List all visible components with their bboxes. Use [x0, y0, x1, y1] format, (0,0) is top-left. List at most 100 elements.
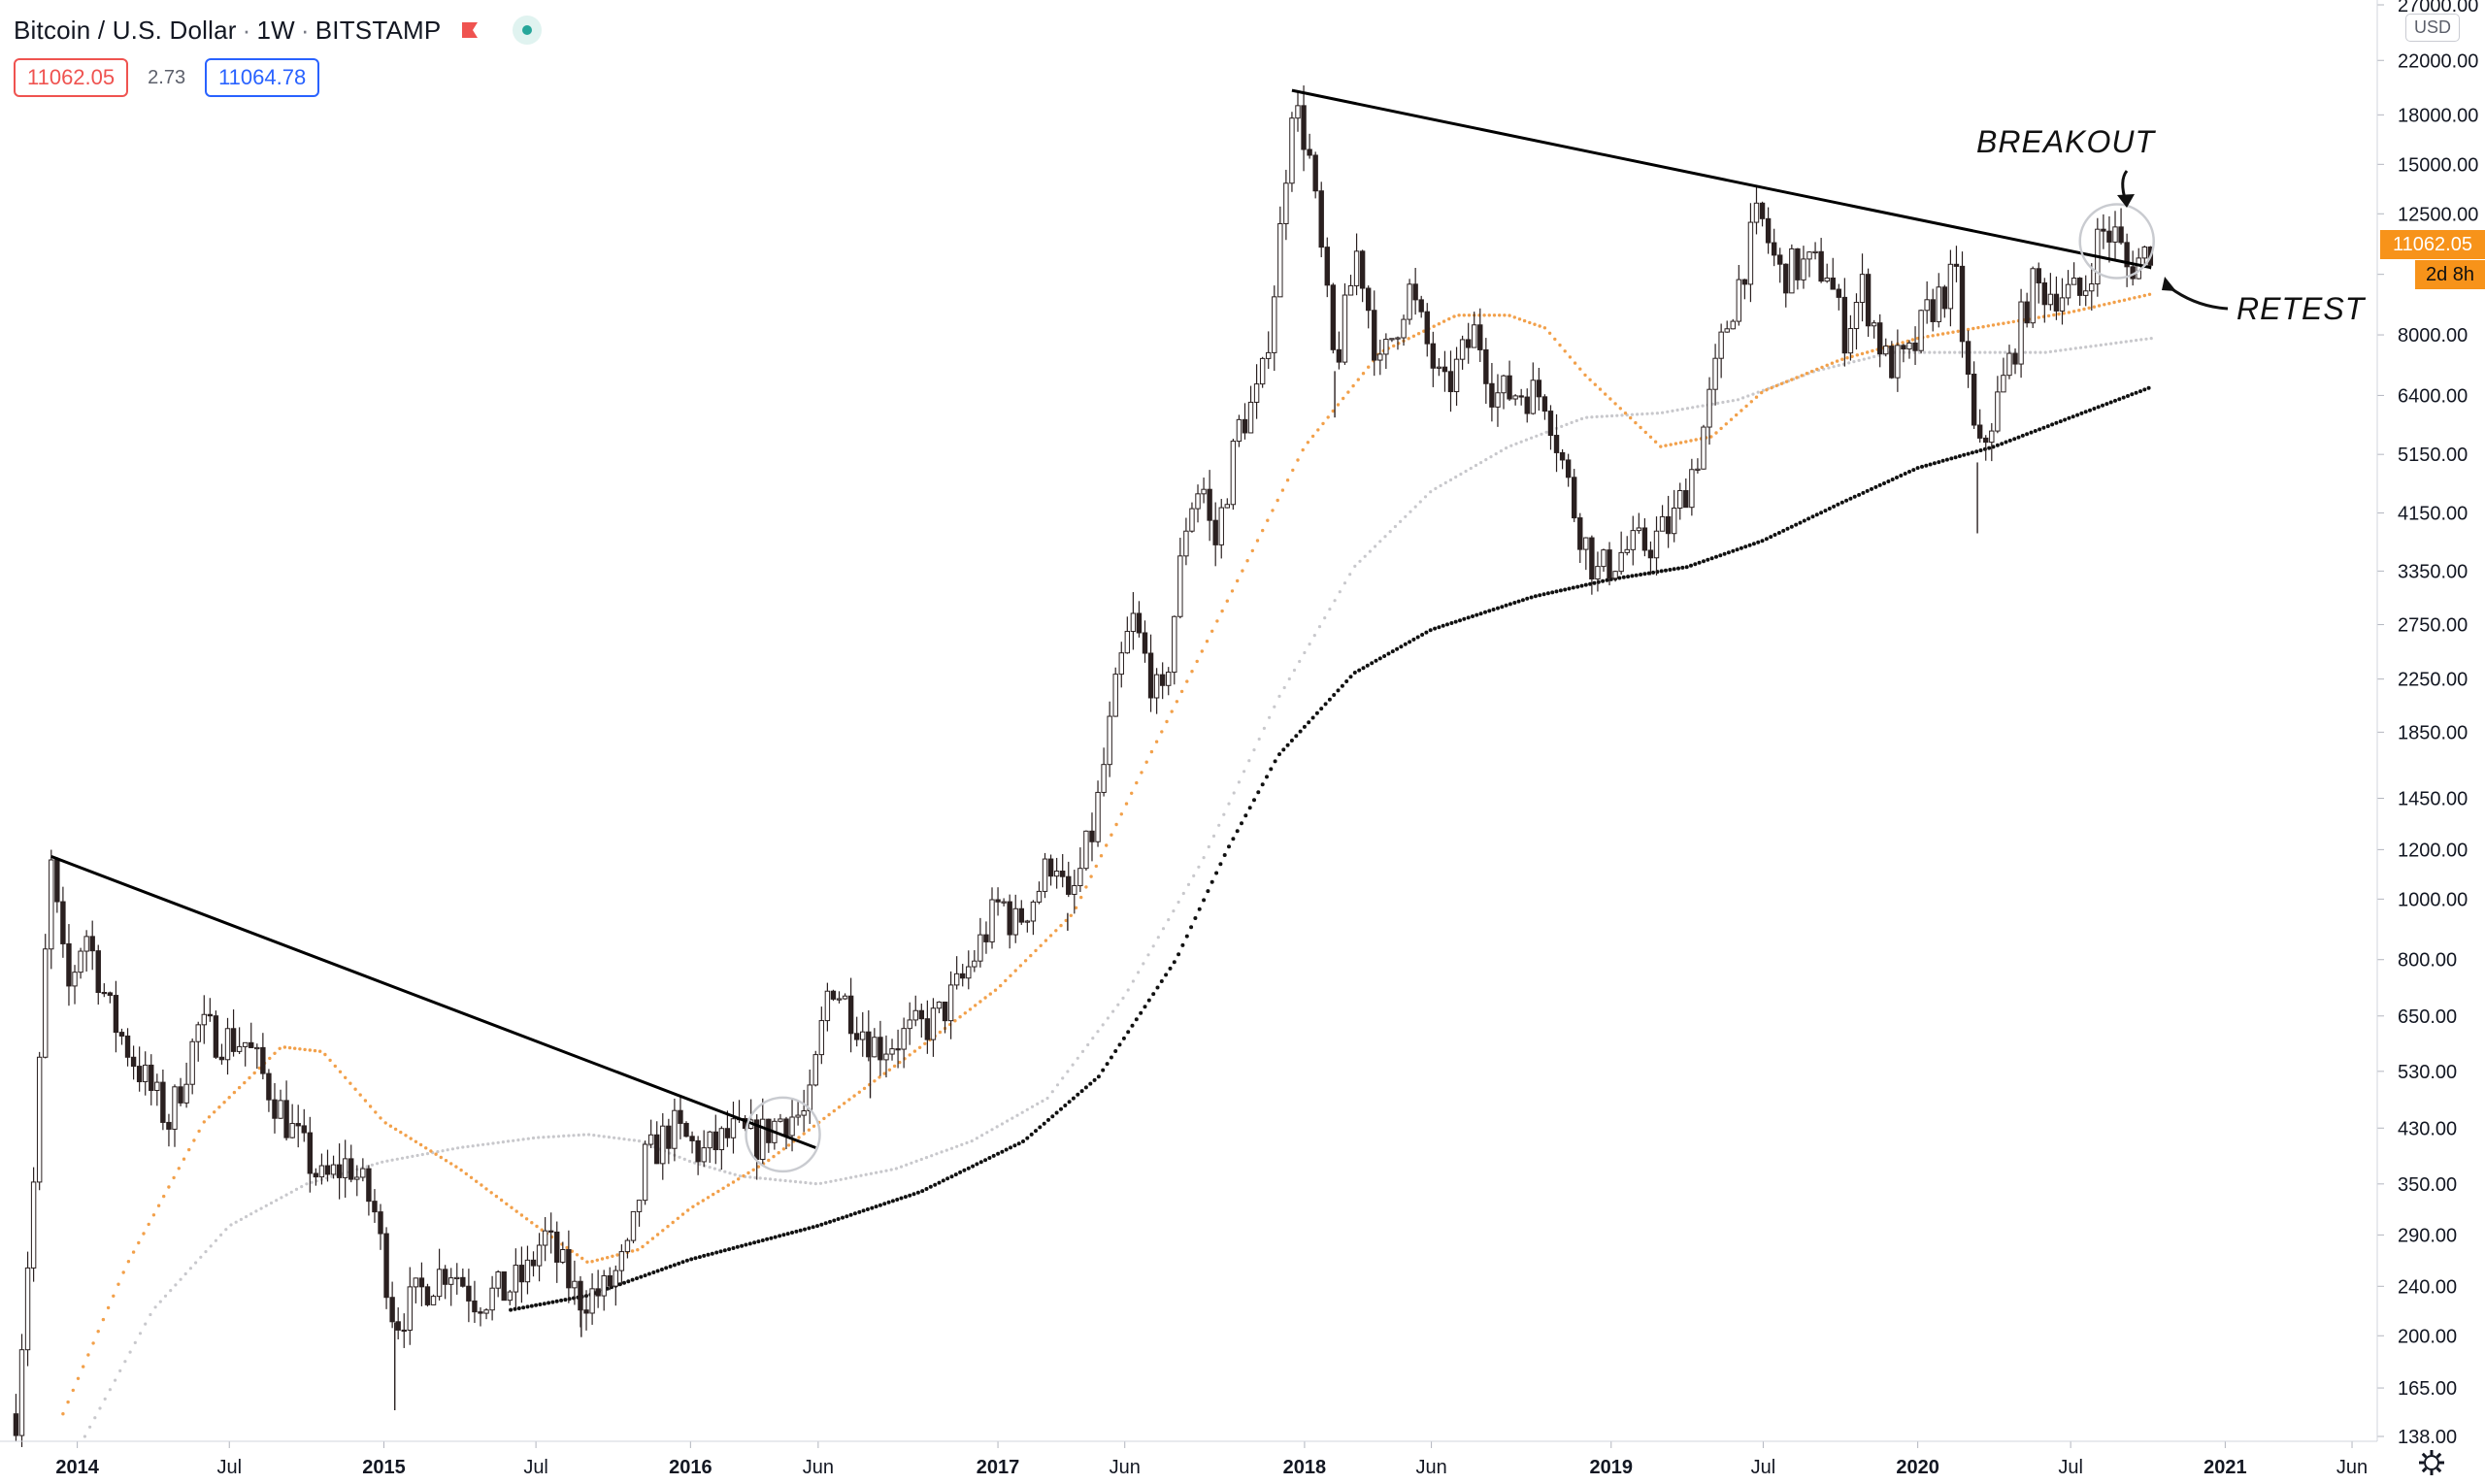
flag-icon[interactable]: [460, 20, 480, 40]
ma-black-series-dot: [937, 1180, 942, 1185]
candle: [478, 1306, 483, 1327]
highlight-circle[interactable]: [2078, 203, 2155, 280]
ma-black-series-dot: [828, 1219, 832, 1224]
ma-orange-series-dot: [2128, 297, 2132, 301]
trendline[interactable]: [50, 855, 816, 1149]
candle: [936, 1001, 943, 1013]
ma-gray-series-dot: [1176, 900, 1180, 905]
ma-orange-series-dot: [1553, 337, 1557, 342]
ma-black-series-dot: [1646, 571, 1651, 576]
ma-black-series-dot: [908, 1193, 912, 1198]
ma-gray-series-dot: [254, 1209, 258, 1213]
candle: [1412, 268, 1418, 315]
ma-black-series-dot: [1794, 522, 1799, 527]
ma-gray-series-dot: [284, 1193, 288, 1197]
ma-gray-series-dot: [854, 1174, 858, 1178]
ma-black-series-dot: [2033, 429, 2038, 433]
ma-black-series-dot: [617, 1282, 622, 1287]
ma-black-series-dot: [651, 1270, 656, 1274]
ma-gray-series-dot: [1514, 442, 1518, 445]
ma-gray-series-dot: [894, 1167, 899, 1171]
sell-price-button[interactable]: 11062.05: [14, 58, 129, 97]
ma-gray-series-dot: [864, 1172, 868, 1176]
symbol-title[interactable]: Bitcoin / U.S. Dollar: [14, 15, 237, 45]
ma-gray-series-dot: [2124, 340, 2128, 344]
candle: [1030, 900, 1037, 936]
currency-button[interactable]: USD: [2405, 14, 2461, 42]
ma-orange-series-dot: [252, 1071, 256, 1075]
candle: [1865, 268, 1872, 338]
ma-black-series-dot: [718, 1249, 723, 1254]
ma-black-series-dot: [1953, 455, 1958, 460]
ma-gray-series-dot: [169, 1289, 173, 1293]
candle: [266, 1069, 272, 1112]
market-status-icon[interactable]: [513, 16, 543, 45]
time-tick-label: Jul: [523, 1457, 548, 1478]
ma-black-series-dot: [928, 1184, 933, 1189]
candle: [724, 1110, 731, 1147]
ma-black-series-dot: [1227, 844, 1231, 849]
ma-gray-series-dot: [1680, 408, 1684, 412]
candle: [49, 849, 54, 970]
ma-gray-series-dot: [1847, 361, 1851, 365]
candle: [860, 1011, 866, 1057]
ma-orange-series-dot: [1316, 428, 1320, 432]
ma-gray-series-dot: [461, 1145, 465, 1149]
ma-gray-series-dot: [1348, 573, 1352, 577]
candle: [683, 1121, 689, 1138]
ma-orange-series-dot: [524, 1217, 529, 1221]
ma-orange-series-dot: [650, 1237, 655, 1240]
ma-gray-series-dot: [990, 1128, 994, 1132]
ma-orange-series-dot: [882, 1072, 886, 1075]
ma-gray-series-dot: [1751, 392, 1755, 396]
ma-orange-series-dot: [953, 1019, 957, 1023]
highlight-circle[interactable]: [745, 1096, 821, 1173]
ma-gray-series-dot: [2104, 343, 2108, 346]
time-tick-label: 2021: [2203, 1457, 2247, 1478]
settings-gear-icon[interactable]: [2417, 1448, 2446, 1477]
trendline[interactable]: [1291, 88, 2152, 270]
candle: [1359, 249, 1366, 303]
ma-gray-series-dot: [466, 1144, 470, 1148]
ma-orange-series-dot: [2011, 319, 2015, 324]
ma-gray-series-dot: [763, 1176, 768, 1180]
ma-gray-series-dot: [259, 1206, 263, 1210]
candle: [1824, 263, 1830, 283]
candle: [1295, 90, 1301, 132]
buy-price-button[interactable]: 11064.78: [205, 58, 320, 97]
candle: [1318, 181, 1324, 258]
ma-gray-series-dot: [783, 1178, 787, 1183]
candle: [166, 1113, 172, 1147]
ma-orange-series-dot: [293, 1046, 297, 1050]
candle: [43, 934, 49, 1059]
candle: [2018, 288, 2024, 379]
ma-gray-series-dot: [1101, 1023, 1105, 1027]
ma-black-series-dot: [1751, 542, 1756, 546]
ma-gray-series-dot: [1600, 414, 1604, 418]
ma-gray-series-dot: [1096, 1030, 1100, 1034]
candle: [78, 947, 83, 979]
ma-orange-series-dot: [1487, 313, 1492, 317]
ma-gray-series-dot: [239, 1217, 243, 1221]
candle: [172, 1084, 178, 1147]
ma-black-series-dot: [798, 1228, 803, 1233]
ma-black-series-dot: [547, 1301, 551, 1305]
interval-label[interactable]: 1W: [256, 15, 295, 45]
ma-black-series-dot: [1877, 482, 1882, 487]
candle: [378, 1204, 383, 1250]
candle: [1830, 257, 1836, 290]
ma-orange-series-dot: [1779, 381, 1784, 385]
ma-black-series-dot: [538, 1303, 543, 1306]
ma-black-series-dot: [622, 1280, 626, 1285]
candle: [889, 1039, 895, 1061]
ma-black-series-dot: [1083, 1085, 1088, 1090]
ma-orange-series-dot: [454, 1165, 458, 1169]
ma-black-series-dot: [655, 1269, 660, 1273]
ma-orange-series-dot: [1981, 325, 1985, 329]
ma-orange-series-dot: [243, 1080, 247, 1085]
ma-black-series-dot: [823, 1221, 828, 1226]
candle: [878, 1020, 883, 1076]
ma-gray-series-dot: [1036, 1102, 1040, 1105]
ma-orange-series-dot: [857, 1090, 861, 1095]
